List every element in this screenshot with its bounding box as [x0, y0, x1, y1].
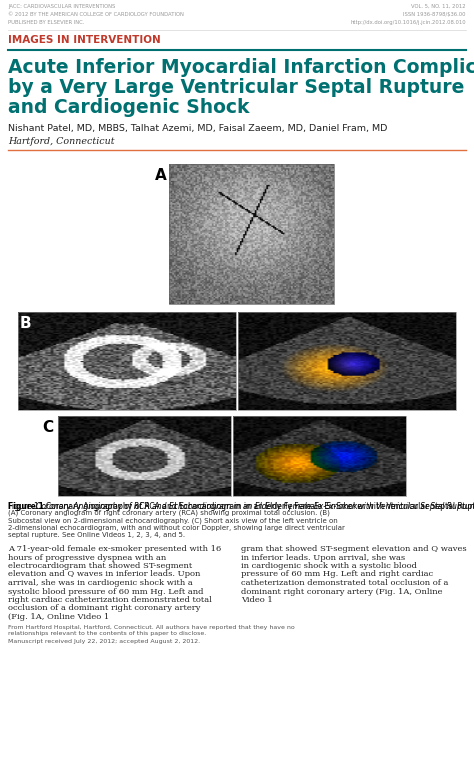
Text: A 71-year-old female ex-smoker presented with 16: A 71-year-old female ex-smoker presented…: [8, 545, 221, 553]
Text: (Fig. 1A, Online Video 1: (Fig. 1A, Online Video 1: [8, 613, 109, 621]
Text: catheterization demonstrated total occlusion of a: catheterization demonstrated total occlu…: [241, 579, 448, 587]
Text: gram that showed ST-segment elevation and Q waves: gram that showed ST-segment elevation an…: [241, 545, 466, 553]
Text: From Hartford Hospital, Hartford, Connecticut. All authors have reported that th: From Hartford Hospital, Hartford, Connec…: [8, 625, 295, 630]
Text: in cardiogenic shock with a systolic blood: in cardiogenic shock with a systolic blo…: [241, 562, 417, 570]
Text: Coronary Angiography of RCA and Echocardiogram in an Elderly Female Ex-Smoker wi: Coronary Angiography of RCA and Echocard…: [36, 502, 474, 511]
Text: IMAGES IN INTERVENTION: IMAGES IN INTERVENTION: [8, 35, 161, 45]
Text: Video 1: Video 1: [241, 596, 273, 604]
Text: 2-dimensional echocardiogram, with and without color Doppler, showing large dire: 2-dimensional echocardiogram, with and w…: [8, 525, 345, 531]
Text: in inferior leads. Upon arrival, she was: in inferior leads. Upon arrival, she was: [241, 553, 405, 562]
Text: PUBLISHED BY ELSEVIER INC.: PUBLISHED BY ELSEVIER INC.: [8, 20, 84, 25]
Bar: [233, 416, 406, 496]
Text: C: C: [42, 420, 53, 435]
Text: Nishant Patel, MD, MBBS, Talhat Azemi, MD, Faisal Zaeem, MD, Daniel Fram, MD: Nishant Patel, MD, MBBS, Talhat Azemi, M…: [8, 124, 387, 133]
Text: Figure 1.: Figure 1.: [8, 502, 46, 511]
Text: Manuscript received July 22, 2012; accepted August 2, 2012.: Manuscript received July 22, 2012; accep…: [8, 639, 200, 644]
Text: hours of progressive dyspnea with an: hours of progressive dyspnea with an: [8, 553, 166, 562]
Bar: [18, 312, 236, 410]
Text: VOL. 5, NO. 11, 2012: VOL. 5, NO. 11, 2012: [411, 4, 466, 9]
Text: JACC: CARDIOVASCULAR INTERVENTIONS: JACC: CARDIOVASCULAR INTERVENTIONS: [8, 4, 115, 9]
Text: electrocardiogram that showed ST-segment: electrocardiogram that showed ST-segment: [8, 562, 192, 570]
Text: dominant right coronary artery (Fig. 1A, Online: dominant right coronary artery (Fig. 1A,…: [241, 587, 443, 595]
Text: pressure of 60 mm Hg. Left and right cardiac: pressure of 60 mm Hg. Left and right car…: [241, 570, 433, 579]
Bar: [238, 312, 456, 410]
Text: and Cardiogenic Shock: and Cardiogenic Shock: [8, 98, 249, 117]
Text: B: B: [20, 316, 32, 331]
Text: http://dx.doi.org/10.1016/j.jcin.2012.08.010: http://dx.doi.org/10.1016/j.jcin.2012.08…: [350, 20, 466, 25]
Bar: [58, 416, 231, 496]
Text: elevation and Q waves in inferior leads. Upon: elevation and Q waves in inferior leads.…: [8, 570, 201, 579]
Text: Figure 1.  Coronary Angiography of RCA and Echocardiogram in an Elderly Female E: Figure 1. Coronary Angiography of RCA an…: [8, 502, 474, 511]
Text: arrival, she was in cardiogenic shock with a: arrival, she was in cardiogenic shock wi…: [8, 579, 193, 587]
Text: relationships relevant to the contents of this paper to disclose.: relationships relevant to the contents o…: [8, 632, 206, 636]
Text: Acute Inferior Myocardial Infarction Complicated: Acute Inferior Myocardial Infarction Com…: [8, 58, 474, 77]
Text: ISSN 1936-8798/$36.00: ISSN 1936-8798/$36.00: [403, 12, 466, 17]
Text: occlusion of a dominant right coronary artery: occlusion of a dominant right coronary a…: [8, 605, 201, 612]
Bar: [169, 164, 334, 304]
Text: septal rupture. See Online Videos 1, 2, 3, 4, and 5.: septal rupture. See Online Videos 1, 2, …: [8, 532, 185, 538]
Text: A: A: [155, 168, 167, 183]
Text: © 2012 BY THE AMERICAN COLLEGE OF CARDIOLOGY FOUNDATION: © 2012 BY THE AMERICAN COLLEGE OF CARDIO…: [8, 12, 184, 17]
Text: by a Very Large Ventricular Septal Rupture: by a Very Large Ventricular Septal Ruptu…: [8, 78, 465, 97]
Text: Hartford, Connecticut: Hartford, Connecticut: [8, 137, 115, 146]
Text: (A) Coronary angiogram of right coronary artery (RCA) showing proximal total occ: (A) Coronary angiogram of right coronary…: [8, 510, 330, 517]
Text: right cardiac catheterization demonstrated total: right cardiac catheterization demonstrat…: [8, 596, 212, 604]
Text: Subcostal view on 2-dimensional echocardiography. (C) Short axis view of the lef: Subcostal view on 2-dimensional echocard…: [8, 517, 338, 524]
Text: systolic blood pressure of 60 mm Hg. Left and: systolic blood pressure of 60 mm Hg. Lef…: [8, 587, 203, 595]
